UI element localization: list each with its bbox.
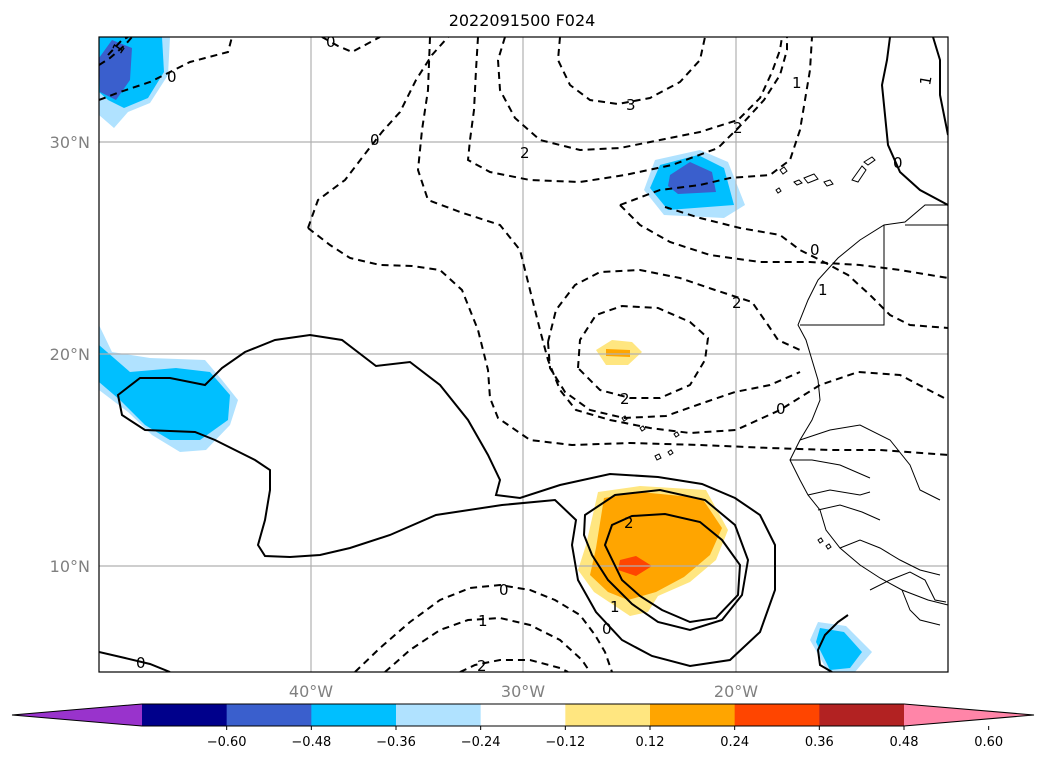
contour-label: 0	[370, 131, 380, 149]
contours-negative	[99, 37, 948, 672]
contour-label: 0	[326, 33, 336, 51]
contour-label: 2	[732, 294, 742, 312]
colorbar-tick-label: −0.48	[291, 735, 331, 750]
lon-label-40w: 40°W	[289, 682, 333, 701]
colorbar-swatch	[226, 704, 312, 726]
positive-shading	[578, 340, 728, 616]
contour-label: 0	[499, 581, 509, 599]
contour-label: 0	[776, 400, 786, 418]
colorbar-outline	[11, 703, 1035, 727]
colorbar-swatch	[396, 704, 482, 726]
gridlines	[99, 37, 948, 672]
colorbar-swatch	[480, 704, 566, 726]
contour-label: 2	[733, 119, 743, 137]
map-title: 2022091500 F024	[449, 11, 596, 30]
lon-labels: 40°W 30°W 20°W	[289, 682, 758, 701]
contour-label: 1	[916, 74, 935, 87]
map-panel: 1 0 0 0 1 3 2 2 0 1 2 2 1 0 0 2 1 0 1 2	[98, 33, 949, 675]
contour-label: 1	[818, 281, 828, 299]
contour-label: 1	[792, 74, 802, 92]
colorbar-swatch	[650, 704, 736, 726]
colorbar: −0.60 −0.48 −0.36 −0.24 −0.12 0.12 0.24 0.36 0.4…	[11, 703, 1035, 750]
colorbar-tick-label: −0.60	[207, 735, 247, 750]
lat-labels: 30°N 20°N 10°N	[50, 133, 90, 576]
contour-label: 2	[477, 657, 487, 675]
colorbar-tick-label: 0.60	[974, 735, 1003, 750]
contour-label: 2	[520, 144, 530, 162]
lat-label-10n: 10°N	[50, 557, 90, 576]
colorbar-extend-low	[12, 704, 142, 726]
colorbar-extend-high	[904, 704, 1034, 726]
colorbar-swatch	[142, 704, 228, 726]
colorbar-tick-label: −0.36	[376, 735, 416, 750]
coastlines	[621, 156, 948, 626]
colorbar-tick-label: 0.24	[720, 735, 749, 750]
negative-shading	[99, 37, 872, 672]
contour-label: 1	[478, 612, 488, 630]
contour-label: 3	[626, 96, 636, 114]
colorbar-tick-label: −0.24	[461, 735, 501, 750]
contour-label: 2	[620, 390, 630, 408]
colorbar-swatch	[565, 704, 651, 726]
colorbar-swatch	[311, 704, 397, 726]
contour-label: 0	[136, 654, 146, 672]
lat-label-30n: 30°N	[50, 133, 90, 152]
colorbar-tick-label: 0.36	[805, 735, 834, 750]
colorbar-tick-label: 0.48	[890, 735, 919, 750]
contour-label: 1	[610, 598, 620, 616]
lat-label-20n: 20°N	[50, 345, 90, 364]
colorbar-swatch	[819, 704, 905, 726]
colorbar-swatch	[734, 704, 820, 726]
colorbar-tick-label: 0.12	[636, 735, 665, 750]
lon-label-20w: 20°W	[714, 682, 758, 701]
map-frame	[98, 36, 949, 673]
contour-label: 2	[624, 514, 634, 532]
contours-positive	[99, 37, 948, 672]
lon-label-30w: 30°W	[501, 682, 545, 701]
contour-label: 0	[167, 68, 177, 86]
contour-label: 0	[810, 241, 820, 259]
colorbar-tick-label: −0.12	[545, 735, 585, 750]
contour-label: 0	[602, 620, 612, 638]
contour-label: 0	[893, 154, 903, 172]
